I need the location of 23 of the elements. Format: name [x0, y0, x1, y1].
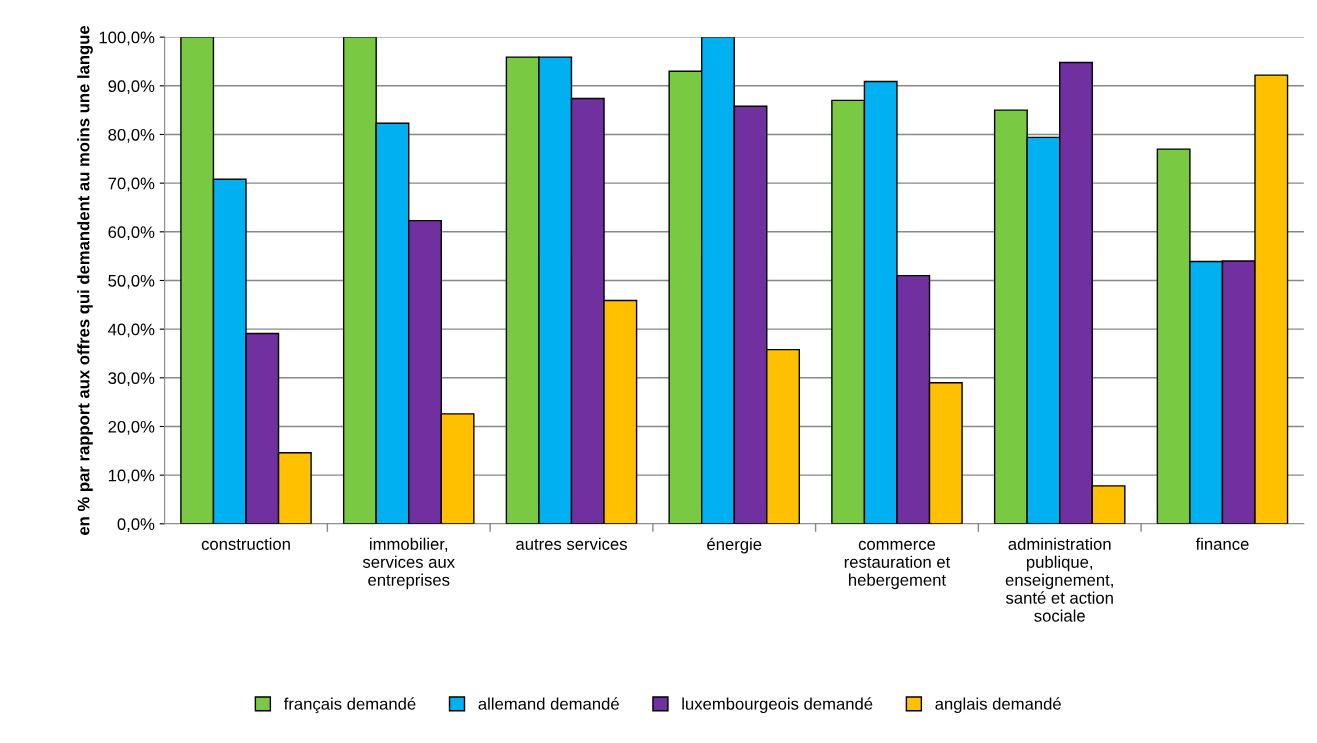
x-tick-label: commerce restauration et hebergement	[844, 540, 951, 590]
x-tick-label: construction	[201, 537, 290, 550]
y-axis-title: en % par rapport aux offres qui demandent au moins une langue	[77, 25, 93, 535]
legend-label: anglais demandé	[935, 697, 1061, 714]
x-tick-label: finance	[1195, 537, 1249, 550]
y-tick-label: 30,0%	[108, 372, 155, 386]
legend-label: français demandé	[283, 697, 416, 714]
y-tick-label: 60,0%	[108, 226, 155, 240]
y-tick-label: 70,0%	[108, 177, 155, 192]
y-tick-label: 0,0%	[117, 518, 155, 532]
x-tick-label: immobilier, services aux entreprises	[362, 537, 455, 590]
x-tick-label: autres services	[516, 537, 627, 550]
y-tick-label: 40,0%	[108, 323, 155, 338]
legend-label: luxembourgeois demandé	[682, 697, 873, 714]
x-tick-label: administration publique, enseignement, santé et action sociale	[1005, 537, 1113, 622]
y-tick-label: 10,0%	[108, 469, 155, 484]
y-tick-label: 50,0%	[108, 274, 155, 289]
y-tick-label: 90,0%	[108, 80, 155, 94]
legend-label: allemand demandé	[478, 697, 619, 710]
y-tick-label: 100,0%	[99, 31, 155, 46]
x-tick-label: énergie	[707, 537, 762, 554]
y-tick-label: 20,0%	[108, 420, 155, 435]
y-tick-label: 80,0%	[108, 128, 155, 143]
